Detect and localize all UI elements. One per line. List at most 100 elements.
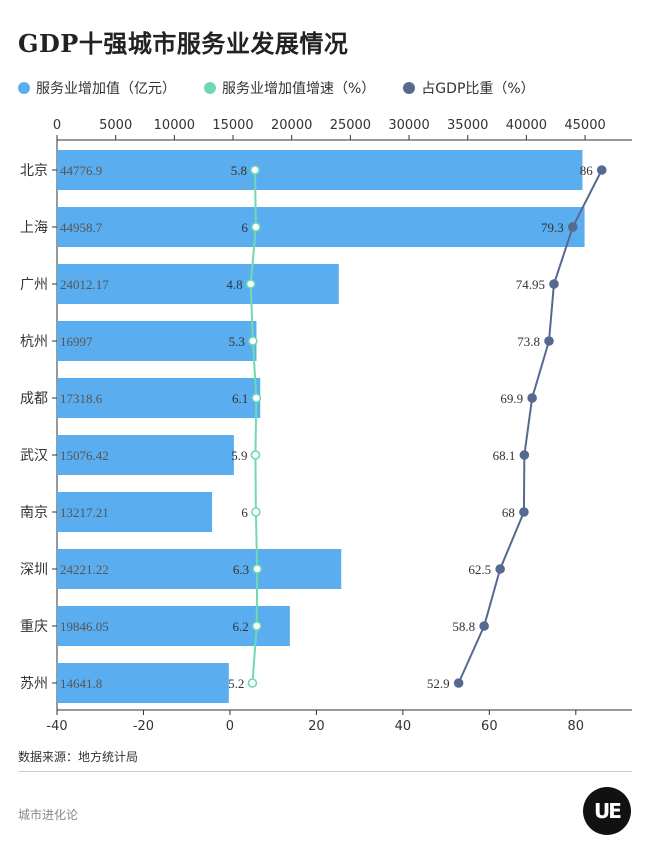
value-bar-label: 16997 (60, 334, 93, 349)
value-bar-label: 44776.9 (60, 163, 102, 178)
share-point (453, 678, 464, 688)
chart-title: GDP十强城市服务业发展情况 (18, 29, 349, 58)
legend-dot-growth (204, 82, 216, 94)
growth-label: 5.9 (231, 448, 247, 463)
growth-line (249, 169, 259, 684)
growth-label: 4.8 (226, 277, 242, 292)
top-axis-tick-label: 15000 (212, 118, 253, 133)
category-label: 苏州 (20, 676, 48, 692)
share-label: 52.9 (427, 676, 450, 691)
value-bar (57, 663, 229, 703)
legend-dot-share (403, 82, 416, 94)
top-axis-tick-label: 45000 (564, 118, 605, 133)
category-label: 上海 (20, 220, 48, 236)
growth-point (245, 279, 256, 289)
share-point (527, 393, 537, 403)
share-label: 68.1 (493, 448, 516, 463)
bottom-axis-tick-label: 40 (395, 719, 412, 734)
growth-point (251, 621, 262, 631)
share-point (519, 450, 530, 460)
growth-point (251, 507, 261, 517)
growth-label: 6 (241, 505, 248, 520)
share-point (479, 621, 489, 631)
share-label: 86 (580, 163, 594, 178)
category-label: 成都 (20, 391, 48, 407)
category-label: 北京 (20, 163, 48, 179)
bottom-axis-tick-label: 0 (226, 719, 234, 734)
brand-logo: UE (583, 787, 631, 835)
growth-label: 6.2 (232, 619, 248, 634)
value-bar (57, 150, 583, 190)
category-label: 广州 (20, 277, 48, 293)
legend-label-value: 服务业增加值（亿元） (36, 81, 176, 97)
growth-label: 6.3 (233, 562, 249, 577)
top-axis-tick-label: 30000 (388, 118, 429, 133)
top-axis-tick-label: 35000 (447, 118, 488, 133)
top-axis-tick-label: 10000 (154, 118, 195, 133)
category-label: 杭州 (20, 334, 48, 350)
share-point (495, 564, 505, 574)
share-label: 74.95 (516, 277, 545, 292)
value-bar-label: 19846.05 (60, 619, 109, 634)
share-point (549, 279, 559, 289)
category-label: 武汉 (20, 448, 48, 464)
share-point (544, 336, 554, 346)
value-bar (57, 549, 342, 589)
share-label: 73.8 (517, 334, 540, 349)
share-point (596, 165, 607, 175)
share-label: 79.3 (541, 220, 564, 235)
growth-point (247, 678, 258, 688)
value-bar-label: 24012.17 (60, 277, 109, 292)
bottom-axis-tick-label: -20 (133, 719, 154, 734)
share-point (519, 507, 529, 517)
value-bar (57, 207, 585, 247)
divider (18, 771, 632, 772)
growth-point (250, 165, 260, 175)
footer-brand: 城市进化论 (18, 808, 79, 822)
legend-item-growth: 服务业增加值增速（%） (204, 78, 375, 98)
top-axis-tick-label: 5000 (99, 118, 132, 133)
top-axis-tick-label: 0 (53, 118, 61, 133)
value-bar-label: 13217.21 (60, 505, 109, 520)
legend-item-share: 占GDP比重（%） (403, 78, 535, 98)
top-axis-tick-label: 25000 (330, 118, 371, 133)
share-point (567, 222, 578, 232)
growth-point (250, 450, 261, 460)
value-bar-label: 14641.8 (60, 676, 102, 691)
top-axis-tick-label: 40000 (506, 118, 547, 133)
growth-point (251, 222, 261, 232)
bottom-axis-tick-label: 60 (481, 719, 498, 734)
share-line (457, 169, 603, 684)
growth-label: 6 (241, 220, 248, 235)
growth-point (251, 393, 262, 403)
bottom-axis-tick-label: 80 (568, 719, 585, 734)
growth-label: 5.2 (228, 676, 244, 691)
category-label: 南京 (20, 505, 48, 521)
growth-point (252, 564, 262, 574)
share-label: 62.5 (468, 562, 491, 577)
growth-label: 5.3 (229, 334, 245, 349)
category-label: 重庆 (20, 619, 48, 635)
category-label: 深圳 (20, 562, 48, 578)
share-label: 58.8 (452, 619, 475, 634)
legend-dot-value (18, 82, 30, 94)
value-bar-label: 44958.7 (60, 220, 103, 235)
legend-item-value: 服务业增加值（亿元） (18, 78, 176, 98)
value-bar (57, 606, 290, 646)
legend: 服务业增加值（亿元） 服务业增加值增速（%） 占GDP比重（%） (18, 78, 535, 98)
bottom-axis-tick-label: 20 (308, 719, 325, 734)
value-bar (57, 264, 339, 304)
value-bar-label: 15076.42 (60, 448, 109, 463)
growth-label: 6.1 (232, 391, 248, 406)
value-bar (57, 435, 234, 475)
value-bar (57, 492, 213, 532)
data-source: 数据来源：地方统计局 (18, 750, 139, 764)
growth-point (248, 336, 258, 346)
share-label: 69.9 (500, 391, 523, 406)
value-bar (57, 321, 257, 361)
value-bar-label: 24221.22 (60, 562, 109, 577)
legend-label-growth: 服务业增加值增速（%） (222, 81, 376, 97)
share-label: 68 (502, 505, 515, 520)
value-bar-label: 17318.6 (60, 391, 103, 406)
